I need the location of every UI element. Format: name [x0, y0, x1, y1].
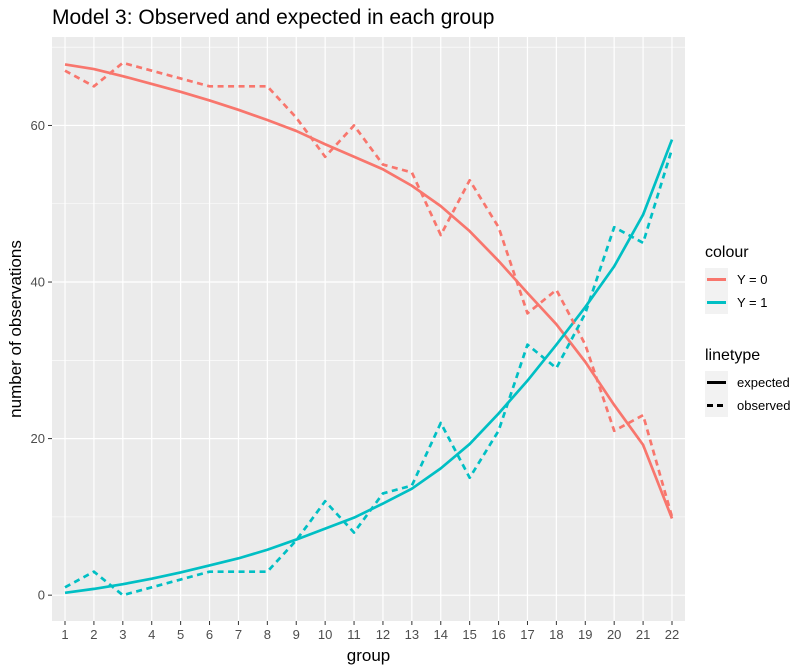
legend-item-observed: observed: [705, 394, 790, 417]
chart-title: Model 3: Observed and expected in each g…: [52, 6, 494, 29]
linetype-legend-title: linetype: [705, 347, 760, 364]
y-tick-label: 40: [31, 275, 45, 290]
x-tick-label: 3: [119, 627, 126, 642]
legend-item-y1: Y = 1: [705, 291, 767, 314]
legend-key-observed: [705, 394, 728, 417]
x-tick-label: 5: [177, 627, 184, 642]
major-gridlines: [52, 37, 685, 621]
y-axis: 0 20 40 60: [31, 118, 52, 603]
x-tick-label: 9: [293, 627, 300, 642]
y-tick-label: 0: [38, 588, 45, 603]
legend-label-observed: observed: [737, 398, 790, 413]
y-axis-title: number of observations: [6, 240, 25, 418]
x-tick-label: 21: [636, 627, 650, 642]
x-tick-label: 8: [264, 627, 271, 642]
minor-gridlines: [52, 46, 685, 518]
x-tick-label: 22: [665, 627, 679, 642]
y-tick-label: 60: [31, 118, 45, 133]
legend-item-expected: expected: [705, 371, 790, 394]
series-line-y0-expected: [64, 63, 674, 519]
plot-panel: [52, 37, 685, 621]
x-tick-label: 4: [148, 627, 155, 642]
x-tick-label: 6: [206, 627, 213, 642]
colour-legend: colour Y = 0 Y = 1: [705, 244, 767, 314]
legend-label-y1: Y = 1: [737, 295, 767, 310]
x-tick-label: 16: [491, 627, 505, 642]
x-tick-label: 7: [235, 627, 242, 642]
x-tick-label: 11: [347, 627, 361, 642]
series-line-y1-expected: [64, 139, 674, 595]
y-tick-label: 20: [31, 431, 45, 446]
legend-label-y0: Y = 0: [737, 272, 767, 287]
x-tick-label: 17: [520, 627, 534, 642]
x-tick-label: 14: [434, 627, 448, 642]
x-axis-title: group: [347, 646, 390, 665]
x-tick-label: 12: [376, 627, 390, 642]
x-tick-label: 1: [61, 627, 68, 642]
linetype-legend: linetype expected observed: [705, 347, 790, 417]
x-tick-label: 18: [549, 627, 563, 642]
x-tick-label: 2: [90, 627, 97, 642]
legend-item-y0: Y = 0: [705, 268, 767, 291]
colour-legend-title: colour: [705, 244, 749, 261]
series-layer: [64, 61, 674, 597]
x-tick-label: 19: [578, 627, 592, 642]
x-tick-label: 15: [462, 627, 476, 642]
x-tick-label: 10: [318, 627, 332, 642]
x-tick-label: 13: [405, 627, 419, 642]
x-axis: 1 2 3 4 5 6 7 8 9 10 11 12 13 14 15 16 17 18 19 20 21 22: [61, 621, 679, 642]
x-tick-label: 20: [607, 627, 621, 642]
legend-label-expected: expected: [737, 375, 790, 390]
